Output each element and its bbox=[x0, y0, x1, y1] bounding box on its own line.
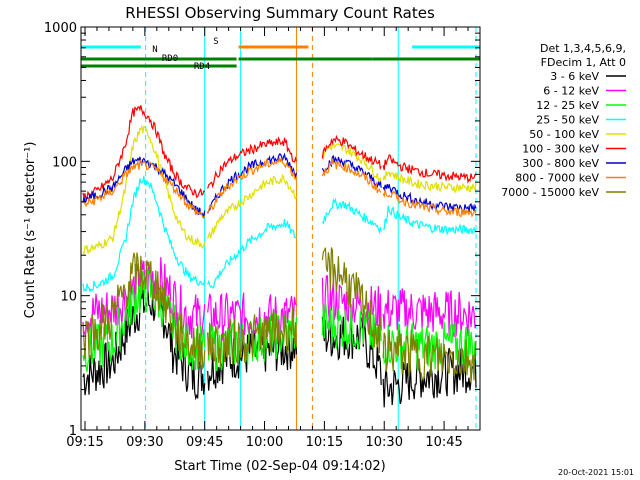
series-line-7 bbox=[82, 157, 477, 218]
chart-title: RHESSI Observing Summary Count Rates bbox=[125, 4, 435, 22]
status-bar-label-2: RD0 bbox=[162, 54, 178, 64]
y-tick-label: 1000 bbox=[44, 21, 77, 36]
status-bar-label-0: N bbox=[152, 45, 157, 55]
x-tick-label: 09:30 bbox=[126, 435, 163, 450]
y-tick-label: 1 bbox=[69, 424, 77, 439]
legend-label-0: 3 - 6 keV bbox=[550, 70, 599, 83]
y-axis-label: Count Rate (s⁻¹ detector⁻¹) bbox=[23, 142, 38, 319]
series-line-8 bbox=[82, 247, 477, 383]
legend-label-1: 6 - 12 keV bbox=[543, 85, 599, 98]
x-tick-label: 10:15 bbox=[306, 435, 343, 450]
legend-label-3: 25 - 50 keV bbox=[536, 114, 599, 127]
legend-label-4: 50 - 100 keV bbox=[529, 128, 599, 141]
series-line-3 bbox=[82, 175, 477, 293]
legend-label-6: 300 - 800 keV bbox=[522, 157, 599, 170]
x-tick-label: 09:45 bbox=[186, 435, 223, 450]
plot-frame bbox=[80, 26, 481, 431]
footer-timestamp: 20-Oct-2021 15:01 bbox=[558, 468, 634, 477]
legend-label-2: 12 - 25 keV bbox=[536, 99, 599, 112]
legend-label-5: 100 - 300 keV bbox=[522, 143, 599, 156]
legend-header-1: FDecim 1, Att 0 bbox=[541, 56, 626, 69]
plot-area bbox=[81, 27, 480, 430]
y-tick-label: 10 bbox=[60, 290, 77, 305]
series-line-6 bbox=[82, 152, 477, 219]
legend-header-0: Det 1,3,4,5,6,9, bbox=[540, 42, 626, 55]
y-tick-label: 100 bbox=[52, 155, 77, 170]
x-tick-label: 10:45 bbox=[425, 435, 462, 450]
series-line-4 bbox=[82, 124, 477, 256]
status-bar-label-1: S bbox=[213, 37, 218, 47]
series-line-5 bbox=[82, 105, 477, 202]
legend-label-8: 7000 - 15000 keV bbox=[501, 186, 599, 199]
x-tick-label: 09:15 bbox=[66, 435, 103, 450]
x-tick-label: 10:30 bbox=[366, 435, 403, 450]
legend-label-7: 800 - 7000 keV bbox=[515, 172, 599, 185]
status-bar-label-3: RD4 bbox=[194, 62, 210, 72]
x-tick-label: 10:00 bbox=[246, 435, 283, 450]
legend: Det 1,3,4,5,6,9,FDecim 1, Att 03 - 6 keV… bbox=[501, 42, 626, 199]
x-axis-label: Start Time (02-Sep-04 09:14:02) bbox=[174, 459, 385, 474]
